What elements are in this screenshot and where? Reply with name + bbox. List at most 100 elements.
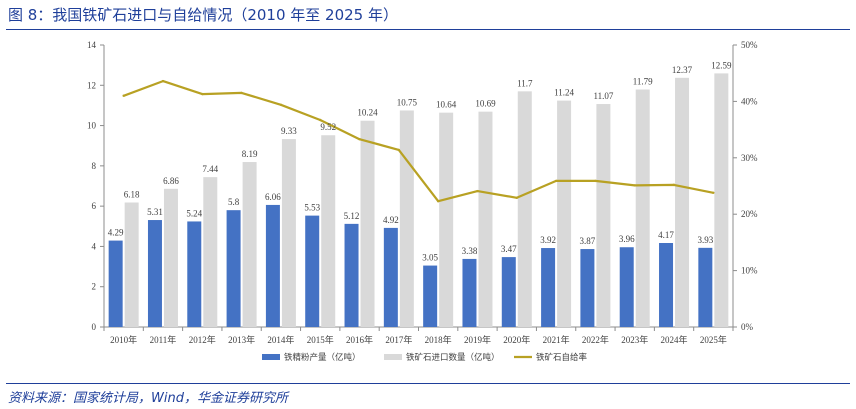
bar-production bbox=[108, 240, 123, 327]
data-label-import: 12.59 bbox=[711, 60, 732, 70]
bar-import bbox=[596, 104, 611, 327]
x-tick-label: 2023年 bbox=[621, 334, 648, 345]
data-label-production: 5.31 bbox=[147, 207, 163, 217]
line-self-sufficiency bbox=[123, 79, 714, 203]
data-label-import: 10.64 bbox=[436, 100, 457, 110]
x-tick-label: 2017年 bbox=[385, 334, 412, 345]
bar-import bbox=[557, 100, 572, 327]
data-label-production: 6.06 bbox=[265, 192, 281, 202]
data-label-import: 9.33 bbox=[281, 126, 297, 136]
bar-production bbox=[305, 215, 320, 327]
line-point bbox=[358, 137, 361, 141]
data-label-import: 11.07 bbox=[593, 91, 613, 101]
x-tick-label: 2020年 bbox=[503, 334, 530, 345]
data-label-import: 7.44 bbox=[202, 164, 218, 174]
x-tick-label: 2016年 bbox=[346, 334, 373, 345]
x-tick-label: 2018年 bbox=[425, 334, 452, 345]
bar-import bbox=[242, 162, 257, 327]
bar-production bbox=[541, 248, 556, 327]
bar-production bbox=[383, 227, 398, 327]
figure-title: 图 8：我国铁矿石进口与自给情况（2010 年至 2025 年） bbox=[8, 6, 398, 24]
legend-swatch-production bbox=[262, 354, 280, 360]
data-label-import: 10.75 bbox=[397, 97, 418, 107]
x-tick-label: 2021年 bbox=[543, 334, 570, 345]
chart-bars bbox=[108, 73, 729, 328]
x-tick-label: 2013年 bbox=[228, 334, 255, 345]
data-label-import: 11.79 bbox=[633, 77, 653, 87]
line-point bbox=[201, 92, 204, 96]
y-left-tick-label: 2 bbox=[92, 282, 97, 292]
bar-import bbox=[635, 89, 650, 327]
data-label-import: 8.19 bbox=[242, 149, 258, 159]
bar-import bbox=[439, 112, 454, 328]
y-right-tick-label: 40% bbox=[741, 96, 758, 106]
bar-production bbox=[147, 220, 162, 327]
line-point bbox=[594, 179, 597, 183]
data-label-production: 5.8 bbox=[228, 197, 240, 207]
legend-label: 铁精粉产量（亿吨） bbox=[284, 352, 361, 363]
bar-import bbox=[281, 139, 296, 327]
data-label-production: 3.47 bbox=[501, 244, 517, 254]
chart-line bbox=[122, 79, 715, 203]
y-left-tick-label: 6 bbox=[92, 201, 97, 211]
y-left-tick-label: 12 bbox=[87, 80, 96, 90]
line-point bbox=[436, 200, 440, 203]
data-label-production: 5.53 bbox=[304, 203, 320, 213]
bar-production bbox=[619, 247, 634, 327]
bar-import bbox=[399, 110, 414, 327]
legend-swatch-import bbox=[384, 354, 402, 360]
bar-import bbox=[517, 91, 532, 327]
y-left-tick-label: 8 bbox=[92, 161, 97, 171]
line-point bbox=[515, 196, 518, 200]
legend-label: 铁矿石自给率 bbox=[536, 352, 588, 363]
bar-import bbox=[124, 202, 139, 327]
bar-production bbox=[344, 223, 359, 327]
bar-import bbox=[478, 111, 493, 328]
line-point bbox=[672, 183, 676, 187]
y-right-tick-label: 20% bbox=[741, 209, 758, 219]
data-label-production: 4.92 bbox=[383, 215, 399, 225]
data-label-production: 3.87 bbox=[580, 236, 596, 246]
line-point bbox=[319, 118, 322, 122]
line-point bbox=[122, 94, 125, 97]
y-right-tick-label: 50% bbox=[741, 40, 758, 50]
source-rule bbox=[6, 383, 850, 384]
data-label-production: 4.29 bbox=[108, 228, 124, 238]
y-right-tick-label: 0% bbox=[741, 322, 754, 332]
x-tick-label: 2015年 bbox=[307, 334, 334, 345]
data-label-production: 3.96 bbox=[619, 234, 635, 244]
data-label-production: 3.92 bbox=[540, 235, 556, 245]
line-point bbox=[161, 79, 165, 83]
x-tick-label: 2019年 bbox=[464, 334, 491, 345]
bar-production bbox=[187, 221, 202, 327]
bar-production bbox=[226, 210, 241, 327]
data-label-import: 12.37 bbox=[672, 65, 693, 75]
y-right-tick-label: 10% bbox=[741, 266, 758, 276]
line-point bbox=[279, 103, 283, 106]
data-label-production: 3.05 bbox=[422, 253, 438, 263]
line-point bbox=[712, 191, 715, 194]
data-label-import: 10.69 bbox=[475, 99, 496, 109]
figure-source: 资料来源：国家统计局，Wind，华金证券研究所 bbox=[8, 391, 288, 406]
x-tick-label: 2010年 bbox=[110, 334, 137, 345]
line-point bbox=[476, 189, 479, 193]
line-point bbox=[554, 179, 558, 183]
bar-import bbox=[321, 135, 336, 327]
chart-legend: 铁精粉产量（亿吨） 铁矿石进口数量（亿吨） 铁矿石自给率 bbox=[262, 352, 588, 363]
x-tick-label: 2025年 bbox=[700, 334, 727, 345]
x-tick-label: 2011年 bbox=[150, 334, 177, 345]
bar-import bbox=[675, 77, 690, 327]
x-tick-label: 2024年 bbox=[661, 334, 688, 345]
data-label-import: 10.24 bbox=[357, 108, 378, 118]
chart-axes: 0 2 4 6 8 10 12 14 0% 10% 20% 30% 40% 50% 2010年 2011年 20… bbox=[87, 40, 758, 345]
y-left-tick-label: 0 bbox=[92, 322, 97, 332]
legend-label: 铁矿石进口数量（亿吨） bbox=[406, 352, 500, 363]
data-label-production: 3.38 bbox=[462, 246, 478, 256]
data-label-import: 6.18 bbox=[124, 190, 140, 200]
data-label-import: 11.24 bbox=[554, 88, 574, 98]
bar-import bbox=[203, 177, 218, 327]
bar-import bbox=[714, 73, 729, 327]
data-label-import: 9.52 bbox=[320, 122, 336, 132]
bar-production bbox=[580, 249, 595, 327]
